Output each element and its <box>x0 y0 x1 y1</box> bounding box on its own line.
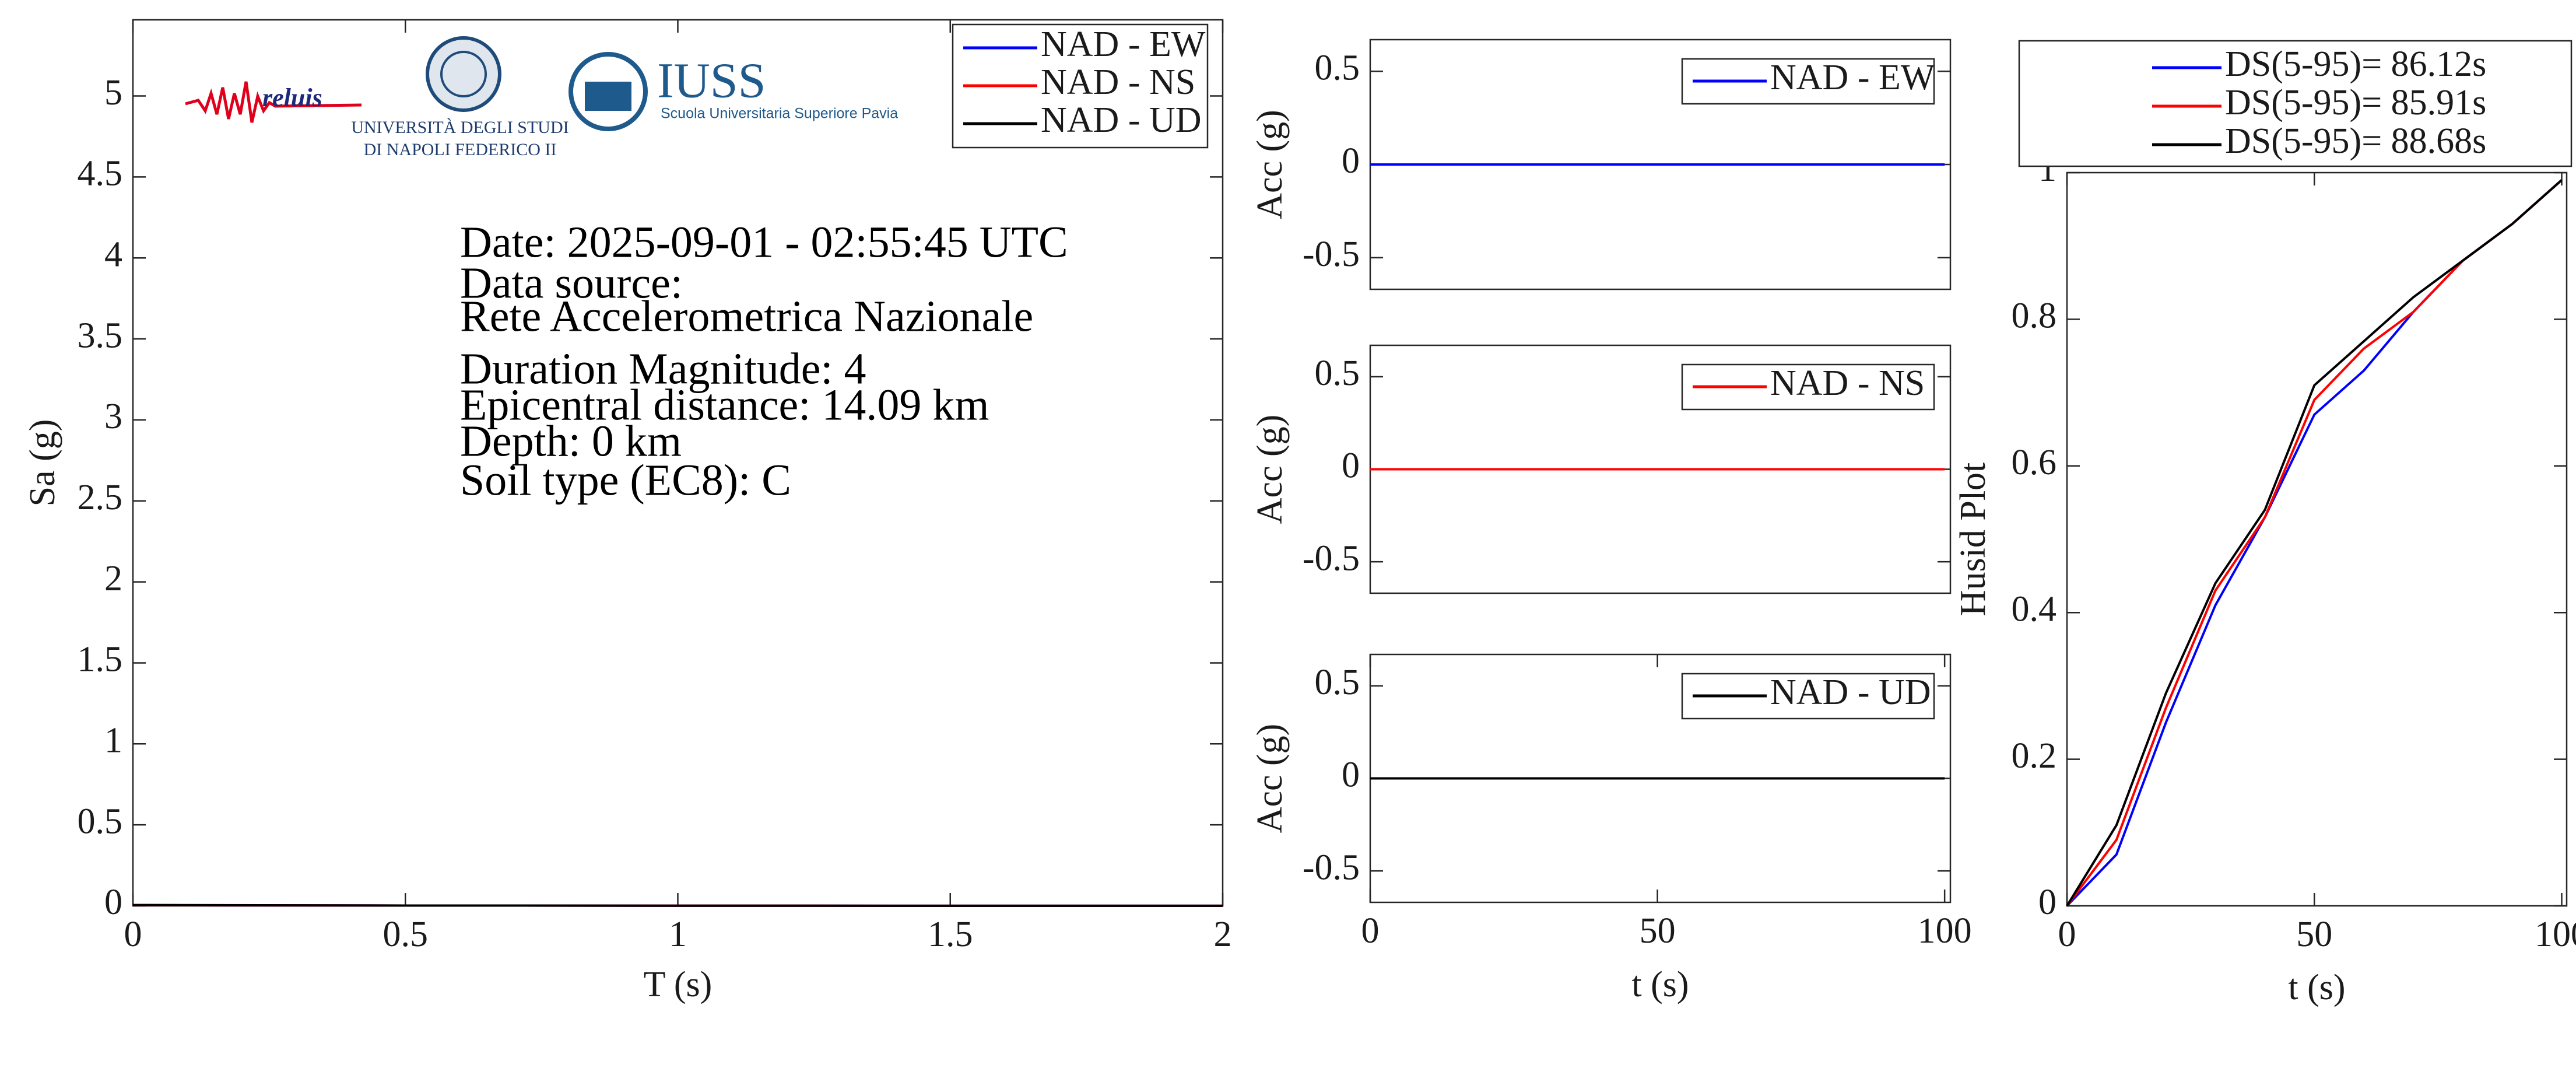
plot-frame <box>132 19 1224 907</box>
legend-label: DS(5-95)= 86.12s <box>2225 44 2486 84</box>
y-tick-label: 0.8 <box>2012 296 2057 336</box>
x-tick-label: 100 <box>1918 911 1972 951</box>
y-tick-label: 0 <box>1342 755 1360 795</box>
y-tick-label: 0 <box>1342 141 1360 181</box>
x-tick-label: 50 <box>2296 915 2332 954</box>
reluis-waveform <box>185 81 362 123</box>
legend-label: NAD - NS <box>1041 62 1195 102</box>
y-tick-label: -0.5 <box>1303 848 1360 887</box>
legend-label: NAD - UD <box>1041 100 1202 140</box>
y-tick-label: 5 <box>104 73 122 113</box>
y-tick-label: 0.6 <box>2012 443 2057 482</box>
x-tick-label: 0 <box>124 915 142 954</box>
y-axis-label: Acc (g) <box>1250 110 1290 219</box>
y-tick-label: 1 <box>104 721 122 761</box>
annotation: Epicentral distance: 14.09 km <box>460 380 989 429</box>
x-tick-label: 0 <box>2058 915 2076 954</box>
y-tick-label: 0.2 <box>2012 736 2057 776</box>
y-axis-label: Husid Plot <box>1953 463 1993 617</box>
x-tick-label: 0.5 <box>383 915 429 954</box>
y-tick-label: 3 <box>104 397 122 436</box>
legend-label: NAD - EW <box>1770 58 1935 97</box>
x-tick-label: 100 <box>2535 915 2576 954</box>
x-tick-label: 50 <box>1640 911 1676 951</box>
y-tick-label: -0.5 <box>1303 234 1360 274</box>
legend-label: DS(5-95)= 88.68s <box>2225 121 2486 161</box>
y-axis-label: Acc (g) <box>1250 724 1290 834</box>
annotation: Depth: 0 km <box>460 416 682 465</box>
x-tick-label: 1.5 <box>928 915 973 954</box>
x-axis-label: t (s) <box>1631 965 1689 1004</box>
y-tick-label: 0.5 <box>1315 48 1360 88</box>
logo-text: Scuola Universitaria Superiore Pavia <box>661 106 898 122</box>
legend-label: NAD - EW <box>1041 24 1206 64</box>
y-tick-label: 0.5 <box>1315 353 1360 393</box>
x-axis-label: t (s) <box>2288 968 2345 1007</box>
y-tick-label: 0.4 <box>2012 589 2057 629</box>
x-axis-label: T (s) <box>644 965 713 1004</box>
iuss-building <box>585 82 631 111</box>
x-tick-label: 2 <box>1214 915 1232 954</box>
logo-text: IUSS <box>657 52 766 108</box>
y-tick-label: -0.5 <box>1303 538 1360 578</box>
series-line <box>2066 179 2563 907</box>
legend-label: NAD - NS <box>1770 363 1925 403</box>
logo-text: UNIVERSITÀ DEGLI STUDI <box>351 118 568 137</box>
annotation: Duration Magnitude: 4 <box>460 344 866 393</box>
university-seal <box>426 36 501 112</box>
y-tick-label: 0.5 <box>1315 663 1360 702</box>
x-tick-label: 0 <box>1361 911 1380 951</box>
y-tick-label: 4.5 <box>78 154 123 194</box>
y-tick-label: 0 <box>104 883 122 922</box>
legend-label: NAD - UD <box>1770 673 1931 712</box>
y-tick-label: 1.5 <box>78 640 123 680</box>
logo-text: reluis <box>262 83 322 112</box>
y-tick-label: 4 <box>104 234 122 274</box>
y-tick-label: 0 <box>1342 446 1360 486</box>
iuss-seal <box>568 52 648 131</box>
y-tick-label: 0.5 <box>78 801 123 841</box>
annotation: Date: 2025-09-01 - 02:55:45 UTC <box>460 218 1068 267</box>
y-tick-label: 2.5 <box>78 478 123 517</box>
plot-frame <box>2066 171 2568 907</box>
y-axis-label: Acc (g) <box>1250 415 1290 524</box>
legend-box <box>2018 40 2573 167</box>
university-seal-inner <box>440 51 487 97</box>
logo-text: DI NAPOLI FEDERICO II <box>364 140 557 159</box>
annotation: Rete Accelerometrica Nazionale <box>460 292 1033 341</box>
annotation: Data source: <box>460 258 683 307</box>
y-tick-label: 0 <box>2038 883 2056 922</box>
annotation: Soil type (EC8): C <box>460 456 791 505</box>
x-tick-label: 1 <box>669 915 687 954</box>
legend-label: DS(5-95)= 85.91s <box>2225 83 2486 122</box>
y-tick-label: 3.5 <box>78 316 123 355</box>
logos: reluis UNIVERSITÀ DEGLI STUDI DI NAPOLI … <box>185 36 898 159</box>
y-axis-label: Sa (g) <box>23 419 62 507</box>
series-line <box>132 904 1223 907</box>
y-tick-label: 2 <box>104 559 122 598</box>
